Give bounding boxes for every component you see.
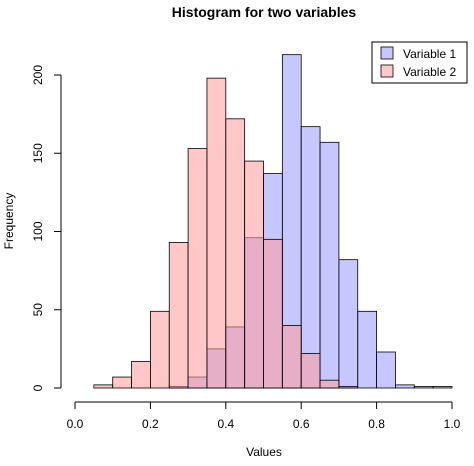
legend: Variable 1 Variable 2 <box>371 41 468 84</box>
x-tick-label: 1.0 <box>444 417 461 431</box>
axes-layer: 0.0 0.2 0.4 0.6 0.8 1.0 0 50 100 150 200 <box>31 65 461 431</box>
x-tick-label: 0.6 <box>293 417 310 431</box>
bar-series-2-bin-1 <box>112 376 132 389</box>
y-tick-label: 150 <box>31 143 45 163</box>
bar-series-2-bin-0 <box>93 384 114 389</box>
x-tick-label: 0.2 <box>142 417 159 431</box>
bar-series-2-bin-13 <box>338 386 359 389</box>
legend-swatch-variable-1 <box>380 46 394 60</box>
chart-title: Histogram for two variables <box>172 4 357 20</box>
bar-series-2-bin-9 <box>263 238 283 389</box>
bar-series-1-bin-12 <box>319 141 340 389</box>
bar-series-2-bin-7 <box>225 118 246 389</box>
y-tick-label: 200 <box>31 65 45 85</box>
bar-series-1-bin-11 <box>300 126 321 389</box>
bar-series-2-bin-2 <box>131 360 151 389</box>
bar-series-1-bin-16 <box>395 384 415 389</box>
bar-series-2-bin-10 <box>281 324 302 389</box>
y-axis-label: Frequency <box>2 193 16 250</box>
bar-series-2-bin-11 <box>300 353 321 389</box>
bar-series-1-bin-13 <box>338 259 359 389</box>
x-tick-label: 0.8 <box>368 417 385 431</box>
x-tick-label: 0.4 <box>217 417 234 431</box>
y-tick-label: 50 <box>31 303 45 317</box>
bar-series-1-bin-14 <box>357 310 378 389</box>
bar-series-2-bin-6 <box>206 77 227 389</box>
x-tick-label: 0.0 <box>67 417 84 431</box>
bar-series-2-bin-8 <box>244 160 264 389</box>
bar-series-1-bin-17 <box>413 386 434 389</box>
x-axis-label: Values <box>246 445 282 459</box>
legend-swatch-variable-2 <box>380 64 394 78</box>
bar-series-2-bin-3 <box>149 310 170 389</box>
legend-label-variable-2: Variable 2 <box>403 65 456 79</box>
bar-series-2-bin-4 <box>168 242 189 389</box>
bar-series-1-bin-15 <box>376 351 396 389</box>
bar-series-1-bin-18 <box>432 386 453 389</box>
y-tick-label: 100 <box>31 221 45 241</box>
bars-layer <box>93 54 453 389</box>
y-tick-label: 0 <box>31 384 45 391</box>
bar-series-2-bin-12 <box>319 379 340 389</box>
bar-series-2-bin-5 <box>187 148 208 389</box>
legend-label-variable-1: Variable 1 <box>403 47 456 61</box>
